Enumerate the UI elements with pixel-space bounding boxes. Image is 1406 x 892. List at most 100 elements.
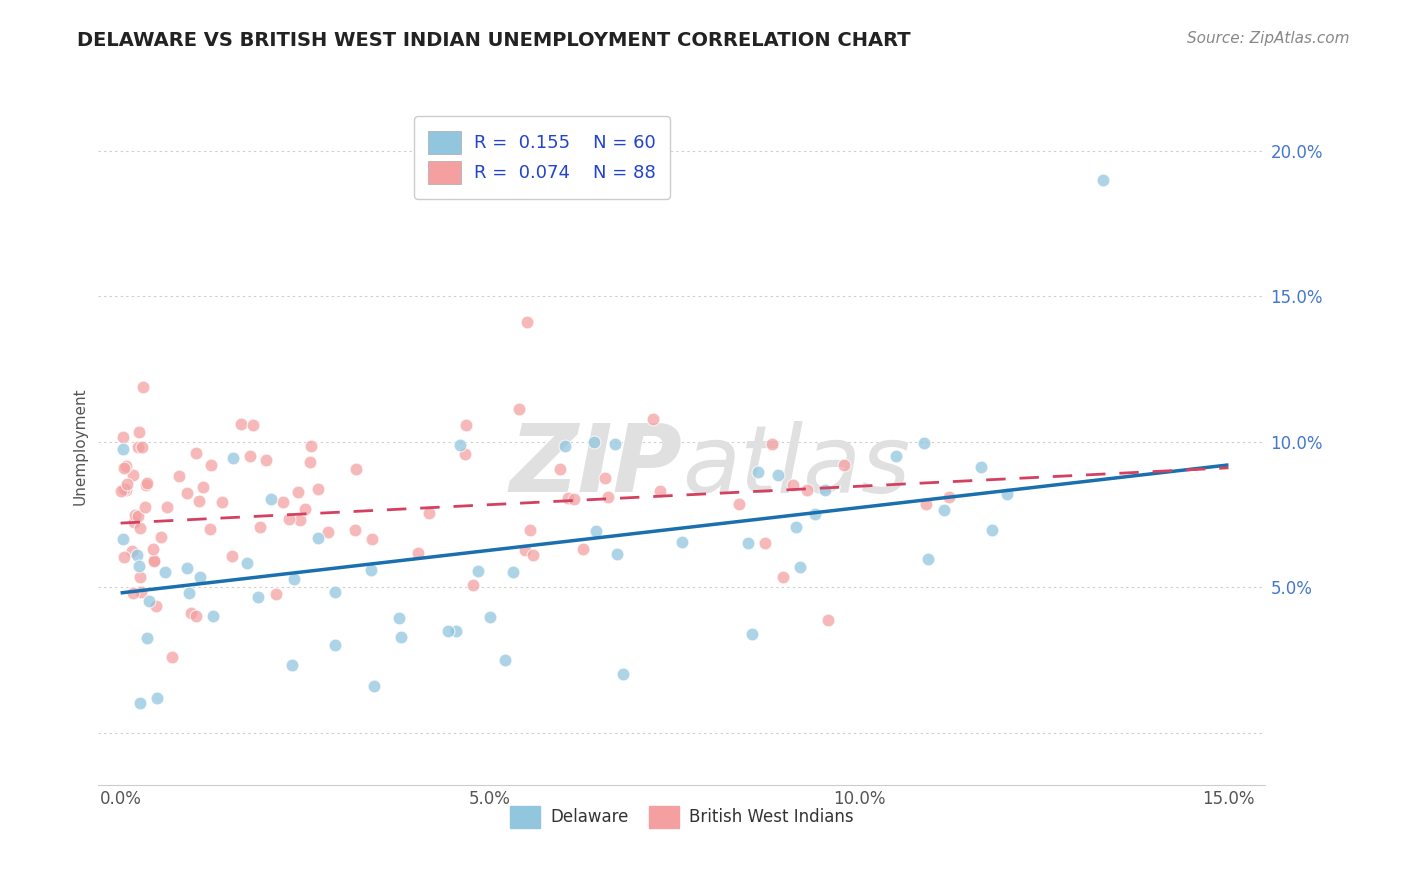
Point [132,380,155,394]
Point [260,492,283,507]
Point [603,436,626,450]
Point [134,500,156,514]
Point [278,511,301,525]
Point [222,450,245,465]
Point [648,483,671,498]
Point [239,449,262,463]
Point [288,513,311,527]
Point [281,657,304,672]
Legend: Delaware, British West Indians: Delaware, British West Indians [503,799,860,834]
Point [307,482,329,496]
Point [247,590,270,604]
Point [741,626,763,640]
Point [254,453,277,467]
Point [235,556,257,570]
Point [135,477,157,491]
Point [211,495,233,509]
Point [612,667,634,681]
Point [299,439,322,453]
Point [287,485,309,500]
Point [768,468,790,483]
Point [112,483,135,497]
Point [145,599,167,614]
Point [363,679,385,693]
Point [122,585,145,599]
Point [128,425,150,440]
Point [307,531,329,545]
Point [519,523,541,537]
Point [188,570,211,584]
Point [121,544,143,558]
Point [789,559,811,574]
Point [884,449,907,463]
Point [583,434,606,449]
Point [180,606,202,620]
Point [606,547,628,561]
Point [516,315,538,329]
Point [122,515,145,529]
Point [344,461,367,475]
Point [323,638,346,652]
Point [283,572,305,586]
Point [1091,173,1114,187]
Point [737,536,759,550]
Point [124,508,146,522]
Point [834,458,856,472]
Point [912,435,935,450]
Point [150,530,173,544]
Point [643,412,665,426]
Point [271,495,294,509]
Point [112,442,135,456]
Point [221,549,243,564]
Point [761,437,783,451]
Point [110,483,132,498]
Point [388,611,411,625]
Point [785,520,807,534]
Point [242,418,264,433]
Point [179,586,201,600]
Point [264,587,287,601]
Point [804,508,827,522]
Point [437,624,460,638]
Point [142,553,165,567]
Point [817,613,839,627]
Point [562,492,585,507]
Point [186,446,208,460]
Point [121,467,143,482]
Point [112,549,135,564]
Point [796,483,818,497]
Point [938,490,960,504]
Point [112,532,135,546]
Point [187,494,209,508]
Point [145,691,167,706]
Point [128,559,150,574]
Text: Source: ZipAtlas.com: Source: ZipAtlas.com [1187,31,1350,46]
Point [298,455,321,469]
Point [467,564,489,578]
Point [294,502,316,516]
Point [595,471,617,485]
Point [142,554,165,568]
Point [153,565,176,579]
Point [142,541,165,556]
Point [995,487,1018,501]
Point [128,520,150,534]
Point [747,465,769,479]
Point [449,438,471,452]
Point [554,439,576,453]
Point [200,522,222,536]
Point [389,630,412,644]
Point [360,533,382,547]
Point [131,585,153,599]
Text: DELAWARE VS BRITISH WEST INDIAN UNEMPLOYMENT CORRELATION CHART: DELAWARE VS BRITISH WEST INDIAN UNEMPLOY… [77,31,911,50]
Point [112,460,135,475]
Point [456,417,478,432]
Point [571,541,593,556]
Point [176,485,198,500]
Point [156,500,179,514]
Point [585,524,607,538]
Point [138,594,160,608]
Point [169,469,191,483]
Point [186,609,208,624]
Point [112,430,135,444]
